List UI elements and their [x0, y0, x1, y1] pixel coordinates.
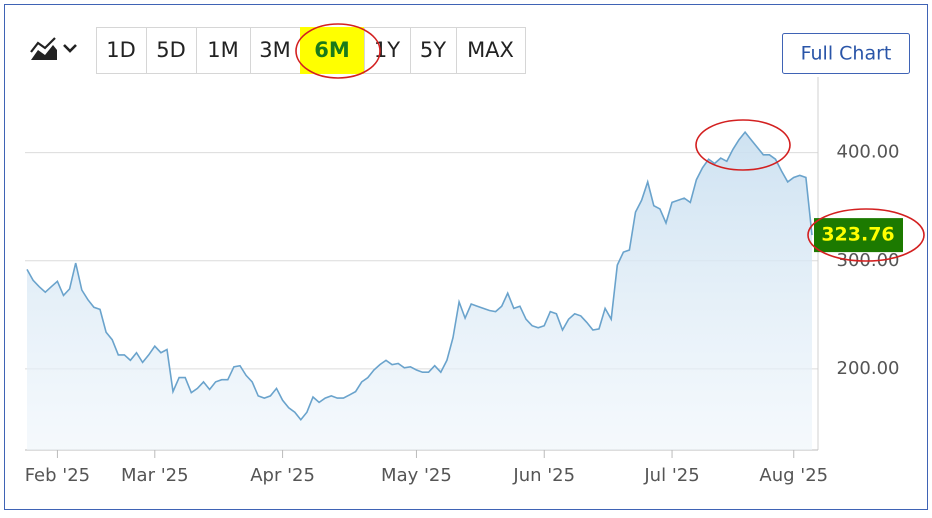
range-label: 3M [259, 38, 290, 62]
x-tick-label: Aug '25 [759, 465, 828, 486]
highlight-circle [295, 23, 381, 79]
range-button[interactable] [300, 27, 365, 74]
range-label: 5Y [420, 38, 446, 62]
line-icon [30, 37, 56, 53]
x-tick-label: May '25 [381, 465, 452, 486]
x-tick-label: Feb '25 [25, 465, 90, 486]
area-icon [31, 45, 57, 60]
y-tick-label: 400.00 [837, 142, 900, 163]
y-tick-label: 200.00 [837, 358, 900, 379]
range-button[interactable] [250, 27, 301, 74]
range-button[interactable] [456, 27, 526, 74]
chart-type-menu[interactable] [30, 37, 77, 60]
last-price-box [814, 218, 903, 253]
range-toolbar: 1D 5D 1M 3M 6M 1Y 5Y MAX [96, 27, 526, 74]
range-button[interactable] [410, 27, 457, 74]
x-tick-label: Jun '25 [512, 465, 575, 486]
highlight-circle [695, 119, 791, 171]
range-label: MAX [467, 38, 514, 62]
range-label: 1M [207, 38, 238, 62]
range-label: 5D [156, 38, 186, 62]
full-chart-button[interactable] [782, 33, 910, 74]
area [27, 132, 812, 450]
chevron-icon [63, 44, 77, 53]
range-label: 1D [106, 38, 136, 62]
x-tick-label: Apr '25 [250, 465, 315, 486]
highlight-circle [807, 208, 925, 262]
full-chart-label: Full Chart [801, 43, 892, 65]
x-tick-label: Jul '25 [643, 465, 699, 486]
x-tick-label: Mar '25 [121, 465, 189, 486]
range-label: 6M [314, 38, 350, 62]
range-button[interactable] [146, 27, 197, 74]
range-button[interactable] [196, 27, 251, 74]
range-button[interactable] [96, 27, 147, 74]
price-line [26, 130, 813, 421]
last-price-label: 323.76 [821, 224, 894, 246]
